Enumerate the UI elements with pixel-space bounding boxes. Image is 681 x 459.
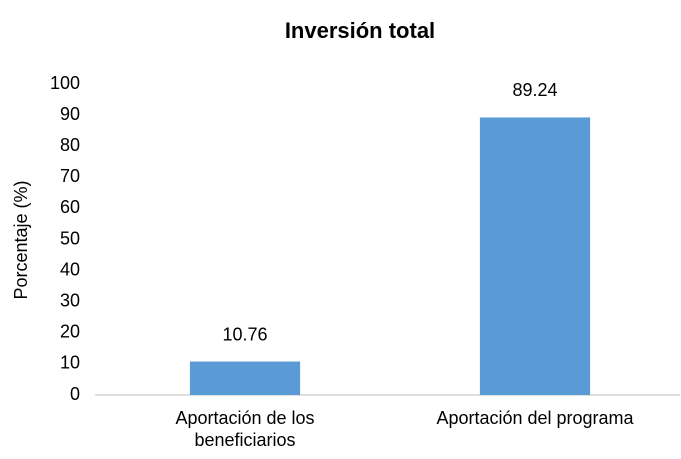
y-tick-label: 70: [60, 166, 80, 186]
data-label: 89.24: [512, 80, 557, 100]
y-tick-label: 30: [60, 290, 80, 310]
x-tick-label-box: Aportación de los beneficiarios: [175, 408, 315, 450]
y-tick-label: 90: [60, 104, 80, 124]
y-tick-label: 60: [60, 197, 80, 217]
y-tick-label: 0: [70, 384, 80, 404]
y-tick-label: 80: [60, 135, 80, 155]
y-axis-label: Porcentaje (%): [11, 180, 31, 299]
data-label: 10.76: [222, 324, 267, 344]
chart-title: Inversión total: [285, 18, 435, 43]
x-tick-label: Aportación del programa: [436, 408, 634, 428]
y-tick-label: 40: [60, 259, 80, 279]
x-tick-label: Aportación de los beneficiarios: [175, 408, 315, 450]
bar: [189, 361, 301, 395]
y-tick-label: 20: [60, 322, 80, 342]
y-tick-label: 100: [50, 73, 80, 93]
y-tick-label: 10: [60, 353, 80, 373]
y-tick-label: 50: [60, 228, 80, 248]
x-tick-label-box: Aportación del programa: [436, 408, 634, 428]
bar: [479, 117, 591, 396]
